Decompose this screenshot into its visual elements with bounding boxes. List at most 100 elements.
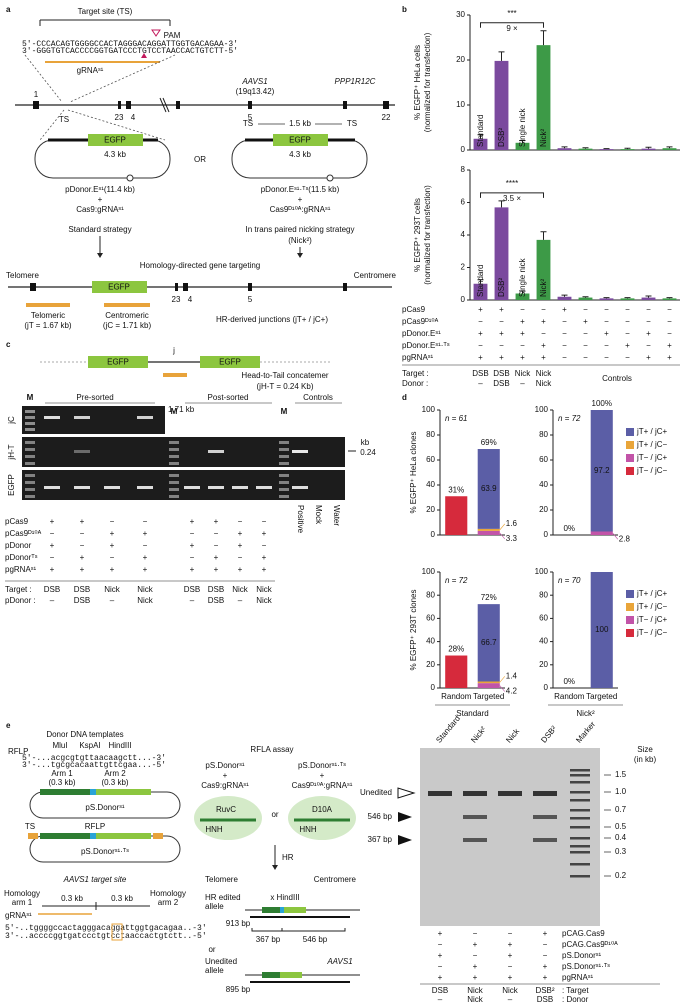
- label: (19q13.42): [236, 87, 275, 96]
- label: M: [27, 393, 34, 402]
- y-tick-label: 100: [535, 567, 549, 576]
- error-bar: [582, 296, 589, 298]
- panel-label: d: [402, 393, 407, 402]
- label: Size: [637, 745, 653, 754]
- label: −: [520, 305, 525, 314]
- gel-band: [25, 428, 35, 431]
- category-label: Single nick: [518, 107, 527, 147]
- label: Arm 1: [51, 769, 73, 778]
- label: DSB: [184, 585, 200, 594]
- shape: [343, 101, 347, 109]
- shape: [163, 373, 187, 377]
- label: pCas9: [402, 305, 426, 314]
- label: PPP1R12C: [335, 77, 376, 86]
- label: Cas9ᴰ¹⁰ᴬ:gRNAˢ¹: [292, 781, 353, 790]
- marker: [151, 29, 161, 37]
- label: +: [499, 329, 504, 338]
- bar: [620, 298, 635, 300]
- shape: [248, 101, 252, 109]
- gel-band: [169, 488, 179, 491]
- value-label: 100: [595, 625, 609, 634]
- label: pCas9: [5, 517, 29, 526]
- legend-label: jT+ / jC−: [636, 440, 668, 449]
- y-tick-label: 30: [456, 10, 465, 19]
- arrow-head: [297, 253, 303, 258]
- label: DSB: [472, 369, 488, 378]
- y-tick-label: 40: [539, 637, 548, 646]
- label: +: [214, 553, 219, 562]
- error-bar: [645, 146, 652, 149]
- legend-label: jT− / jC+: [636, 453, 668, 462]
- shape: [104, 303, 150, 307]
- line: [499, 532, 506, 540]
- bar: [536, 239, 551, 300]
- label: pDonorᵀˢ: [5, 553, 38, 562]
- label: −: [541, 305, 546, 314]
- gel-band: [428, 791, 452, 796]
- gel-band: [74, 486, 90, 489]
- label: +: [438, 973, 443, 982]
- gel-band: [74, 416, 90, 419]
- gel-band: [25, 422, 35, 425]
- label: −: [583, 329, 588, 338]
- label: DSB: [493, 379, 509, 388]
- label: +: [298, 195, 303, 204]
- value-label: 4.2: [506, 687, 518, 696]
- label: 4: [131, 113, 136, 122]
- label: pCAG.Cas9ᴰ¹⁰ᴬ: [562, 940, 618, 949]
- bar: [473, 283, 488, 300]
- shape: [153, 833, 163, 839]
- label: pgRNAˢ¹: [402, 353, 434, 362]
- label: EGFP: [289, 136, 311, 145]
- gel-band: [25, 462, 35, 465]
- y-tick-label: 0: [461, 295, 466, 304]
- label: pCAG.Cas9: [562, 929, 605, 938]
- gel: [22, 406, 165, 434]
- shape: [126, 101, 131, 109]
- label: +: [214, 565, 219, 574]
- legend-swatch: [626, 603, 634, 611]
- label: Standard strategy: [68, 225, 131, 234]
- label: KspAI: [79, 741, 100, 750]
- label: −: [478, 317, 483, 326]
- label: 1.5: [615, 770, 627, 779]
- label: Nick: [467, 986, 484, 995]
- gel-band: [570, 863, 590, 866]
- label: −: [110, 553, 115, 562]
- label: +: [541, 341, 546, 350]
- label: TS: [347, 119, 357, 128]
- label: RFLA assay: [250, 745, 293, 754]
- bracket: [480, 192, 544, 198]
- gel-band: [44, 486, 60, 489]
- shape: [90, 789, 96, 795]
- gel-band: [463, 838, 487, 842]
- gel-band: [25, 495, 35, 498]
- label: RFLP: [8, 747, 28, 756]
- label: –: [508, 995, 513, 1004]
- gel-band: [279, 462, 289, 465]
- bar: [641, 297, 656, 300]
- label: +: [646, 353, 651, 362]
- gel-band: [570, 826, 590, 829]
- label: TS: [25, 822, 35, 831]
- category-label: Random: [441, 692, 472, 701]
- shape: [343, 283, 347, 291]
- y-tick-label: 60: [426, 614, 435, 623]
- marker: [398, 835, 412, 845]
- label: pCas9ᴰ¹⁰ᴬ: [5, 529, 42, 538]
- label: +: [508, 951, 513, 960]
- label: −: [667, 305, 672, 314]
- legend-label: jT− / jC−: [636, 466, 668, 475]
- label: +: [50, 565, 55, 574]
- label: −: [646, 317, 651, 326]
- label: Homology: [150, 889, 186, 898]
- gel-band: [169, 448, 179, 451]
- y-tick-label: 100: [422, 567, 436, 576]
- label: HR: [282, 853, 294, 862]
- label: DSB: [493, 369, 509, 378]
- label: (jH-T = 0.24 Kb): [257, 382, 314, 391]
- label: pS.Donorˢ¹·ᵀˢ: [81, 847, 129, 856]
- label: +: [80, 517, 85, 526]
- gel-band: [184, 486, 200, 489]
